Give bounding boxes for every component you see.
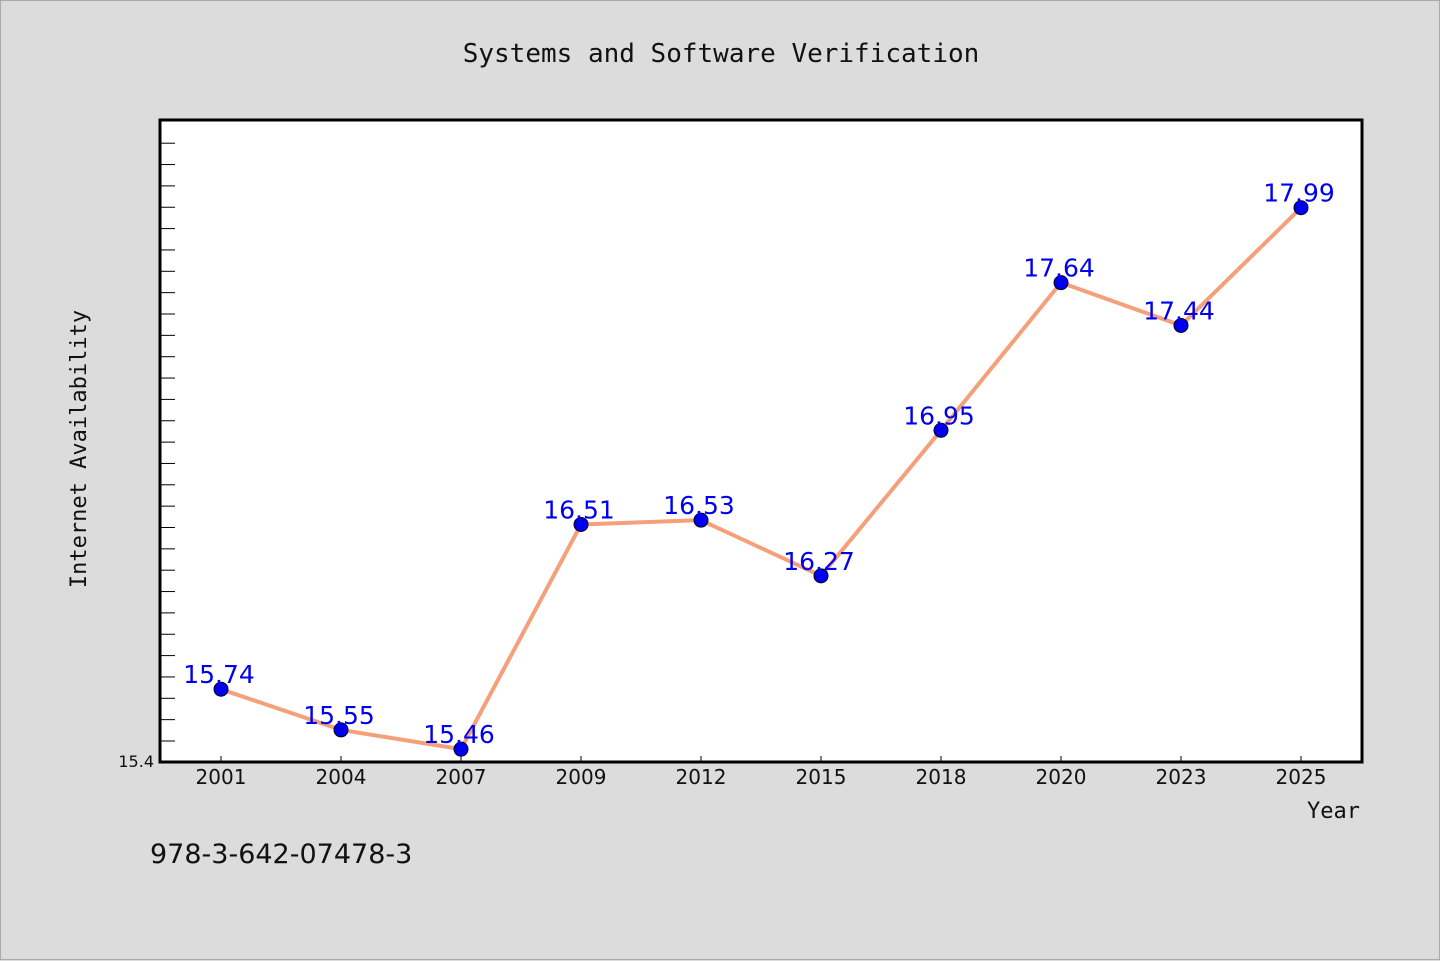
data-point: [693, 512, 709, 528]
data-point: [333, 722, 349, 738]
x-tick-label: 2025: [1276, 765, 1327, 789]
series-line: [220, 206, 1303, 752]
x-tick-label: 2018: [916, 765, 967, 789]
footer-isbn-text: 978-3-642-07478-3: [150, 839, 412, 870]
x-axis-label: Year: [1307, 799, 1360, 824]
x-tick-label: 2001: [196, 765, 247, 789]
data-label: 16.95: [903, 401, 975, 430]
data-label: 15.74: [183, 660, 255, 689]
y-axis-minor-ticks: [160, 142, 175, 742]
data-labels: 15.74 15.55 15.46 16.51 16.53 16.27 16.95 17.64…: [183, 179, 1335, 749]
data-point: [213, 681, 229, 697]
series-line-group: [220, 206, 1303, 752]
x-tick-label: 2009: [556, 765, 607, 789]
data-point: [813, 568, 829, 584]
data-point: [453, 741, 469, 757]
x-tick-label: 2007: [436, 765, 487, 789]
data-label: 15.55: [303, 701, 375, 730]
x-tick-label: 2020: [1036, 765, 1087, 789]
data-markers: [213, 200, 1309, 757]
x-tick-label: 2015: [796, 765, 847, 789]
data-label: 16.51: [543, 495, 615, 524]
x-tick-label: 2004: [316, 765, 367, 789]
data-point: [573, 516, 589, 532]
chart-title: Systems and Software Verification: [463, 39, 980, 69]
data-label: 15.46: [423, 720, 495, 749]
x-axis-ticks: [220, 756, 1302, 762]
data-point: [1053, 275, 1069, 291]
x-tick-label: 2023: [1156, 765, 1207, 789]
x-tick-label: 2012: [676, 765, 727, 789]
data-label: 17.64: [1023, 254, 1095, 283]
data-label: 16.27: [783, 547, 855, 576]
data-label: 17.44: [1143, 296, 1215, 325]
plot-area: [158, 118, 1364, 764]
data-label: 17.99: [1263, 179, 1335, 208]
y-tick-label: 15.4: [118, 752, 154, 771]
data-point: [933, 422, 949, 438]
data-label: 16.53: [663, 491, 735, 520]
x-axis-tick-labels: 2001 2004 2007 2009 2012 2015 2018 2020 2023 2025: [196, 765, 1327, 789]
y-axis-label: Internet Availability: [67, 310, 92, 588]
data-point: [1173, 317, 1189, 333]
data-point: [1293, 200, 1309, 216]
